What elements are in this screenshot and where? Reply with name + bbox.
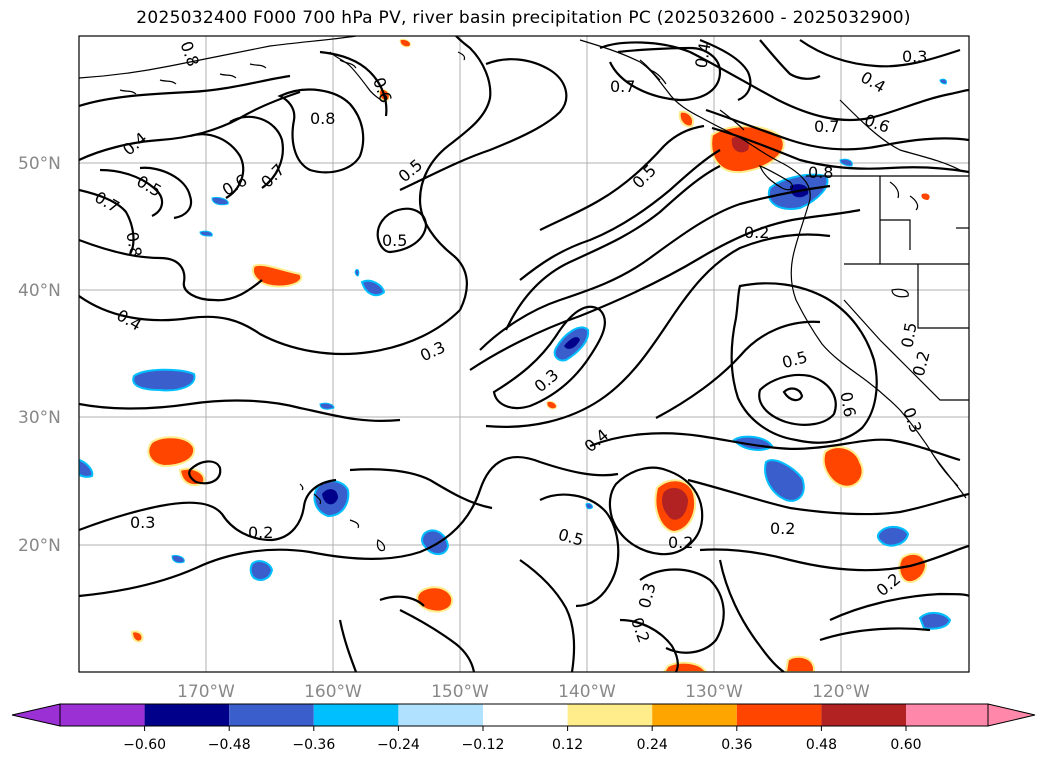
colorbar-segment <box>144 704 230 726</box>
colorbar-tick-label: 0.36 <box>721 737 752 753</box>
colorbar-extend-min <box>11 703 61 727</box>
precip-patch <box>354 269 360 277</box>
precip-patches <box>79 39 952 672</box>
contour-label: 0.6 <box>836 390 859 418</box>
colorbar-tick-label: −0.12 <box>462 737 505 753</box>
contour-label: 0.8 <box>310 109 335 128</box>
precip-patch <box>564 337 580 349</box>
precip-patch <box>876 526 910 547</box>
precip-patch <box>585 503 593 510</box>
contour-label: 0.7 <box>814 117 839 136</box>
colorbar-segment <box>483 704 568 726</box>
lon-label: 120°W <box>812 682 870 702</box>
colorbar-tick-label: 0.48 <box>806 737 837 753</box>
precip-patch <box>171 555 185 564</box>
colorbar-segment <box>229 704 314 726</box>
graticule <box>79 36 969 672</box>
map-plot-area: 0.8 0.6 0.4 0.7 0.3 0.4 0.6 0.7 0.8 0.5 … <box>79 36 969 672</box>
colorbar-tick-label: 0.60 <box>890 737 921 753</box>
colorbar-segment <box>652 704 737 726</box>
contour-label: 0.8 <box>808 163 833 182</box>
contour-label: 0.2 <box>668 533 693 552</box>
precip-patch <box>921 193 930 200</box>
precip-patch <box>764 459 805 502</box>
lat-label: 40°N <box>18 281 61 301</box>
map-title: 2025032400 F000 700 hPa PV, river basin … <box>136 8 911 28</box>
map-frame <box>78 35 970 673</box>
lon-label: 130°W <box>685 682 743 702</box>
precip-patch <box>130 630 144 643</box>
precip-patch <box>784 655 815 672</box>
precip-patch <box>360 279 386 297</box>
colorbar-tick-label: −0.36 <box>292 737 335 753</box>
colorbar-segment <box>398 704 483 726</box>
contour-label: 0.8 <box>122 230 145 258</box>
lon-label: 170°W <box>177 682 235 702</box>
precip-patch <box>132 368 196 392</box>
precip-patch <box>211 197 229 206</box>
lon-label: 160°W <box>304 682 362 702</box>
colorbar-tick-label: −0.48 <box>208 737 251 753</box>
contour-label: 0.5 <box>897 321 920 349</box>
contour-label: 0.3 <box>902 47 927 66</box>
colorbar-segment <box>567 704 653 726</box>
contour-label: 0.2 <box>744 223 769 242</box>
coastlines <box>79 36 969 552</box>
precip-patch <box>662 661 708 672</box>
contour-label: 0.2 <box>770 519 795 538</box>
lat-labels: 50°N 40°N 30°N 20°N <box>18 154 61 556</box>
precip-patch <box>678 110 694 128</box>
contour-label: 0.2 <box>248 523 273 542</box>
precip-patch <box>199 230 213 237</box>
precip-patch <box>252 264 303 288</box>
colorbar-segment <box>313 704 399 726</box>
precip-patch <box>918 612 952 630</box>
contour-label: 0.4 <box>691 41 714 69</box>
precip-patch <box>416 586 454 613</box>
precip-patch <box>546 401 557 410</box>
contour-label: 0.7 <box>610 77 635 96</box>
lon-labels: 170°W 160°W 150°W 140°W 130°W 120°W <box>177 682 870 702</box>
lat-label: 20°N <box>18 536 61 556</box>
precip-patch <box>399 39 411 48</box>
precip-patch <box>322 489 338 505</box>
contour-label: 0.5 <box>382 231 407 250</box>
precip-patch <box>839 158 853 167</box>
lon-label: 150°W <box>431 682 489 702</box>
lat-label: 30°N <box>18 408 61 428</box>
colorbar-tick-label: −0.60 <box>123 737 166 753</box>
contour-label: 0.3 <box>130 513 155 532</box>
colorbar: −0.60 −0.48 −0.36 −0.24 −0.12 0.12 0.24 … <box>11 703 1036 753</box>
precip-patch <box>939 78 947 85</box>
precip-patch <box>147 436 196 468</box>
precip-patch <box>319 402 335 410</box>
colorbar-segment <box>821 704 906 726</box>
colorbar-tick-label: −0.24 <box>377 737 420 753</box>
colorbar-tick-label: 0.12 <box>552 737 583 753</box>
precip-patch <box>662 487 688 520</box>
colorbar-segment <box>736 704 822 726</box>
precip-patch <box>79 458 94 478</box>
precip-patch <box>898 552 928 584</box>
colorbar-tick-label: 0.24 <box>637 737 668 753</box>
precip-patch <box>822 446 864 488</box>
colorbar-segment <box>906 704 988 726</box>
lat-label: 50°N <box>18 154 61 174</box>
colorbar-segment <box>60 704 145 726</box>
precip-patch <box>249 560 274 581</box>
pv-contours <box>79 36 969 672</box>
colorbar-extend-max <box>987 703 1036 727</box>
lon-label: 140°W <box>558 682 616 702</box>
